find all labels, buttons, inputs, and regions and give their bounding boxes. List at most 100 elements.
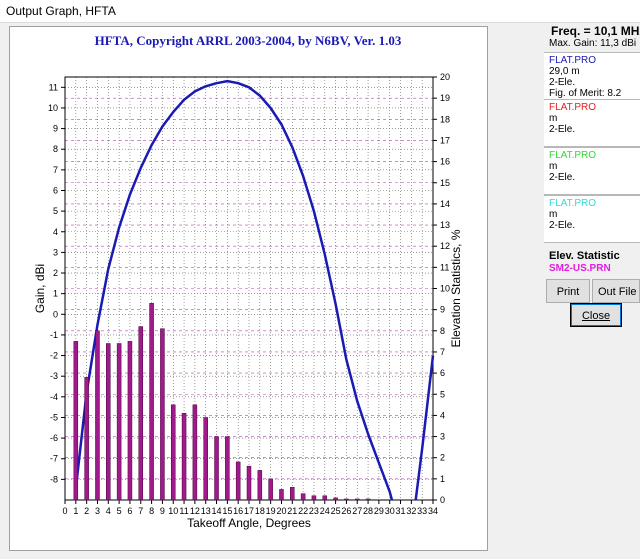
antenna-2-height: m (549, 113, 558, 124)
elevation-bar (322, 495, 328, 501)
x-tick-label: 4 (106, 506, 111, 516)
x-tick-label: 3 (95, 506, 100, 516)
antenna-1-height: 29,0 m (549, 66, 580, 77)
gain-curve-1 (75, 79, 394, 501)
x-tick-label: 2 (84, 506, 89, 516)
plot-frame: HFTA, Copyright ARRL 2003-2004, by N6BV,… (9, 26, 488, 551)
x-tick-label: 27 (352, 506, 362, 516)
x-tick-label: 11 (179, 506, 188, 516)
x-tick-label: 1 (73, 506, 78, 516)
elevation-bar (192, 404, 198, 501)
elevation-bar (138, 326, 144, 501)
elevation-bar (365, 498, 371, 501)
y-tick-label: -8 (50, 474, 58, 484)
elevation-bar (116, 343, 122, 501)
x-tick-label: 8 (149, 506, 154, 516)
elevation-file-name: SM2-US.PRN (549, 263, 611, 274)
antenna-1-merit: Fig. of Merit: 8.2 (549, 88, 622, 99)
y2-tick-label: 10 (440, 284, 450, 294)
y-tick-label: 0 (53, 309, 58, 319)
y2-tick-label: 4 (440, 410, 445, 420)
elevation-bar (127, 341, 133, 501)
elevation-bar (344, 498, 349, 501)
antenna-4-height: m (549, 209, 558, 220)
x-tick-label: 20 (276, 506, 286, 516)
x-tick-label: 32 (406, 506, 416, 516)
antenna-box-2: FLAT.PRO m 2-Ele. (544, 99, 640, 147)
x-tick-label: 17 (244, 506, 254, 516)
antenna-1-name: FLAT.PRO (549, 55, 597, 66)
window-title: Output Graph, HFTA (6, 4, 116, 18)
y2-tick-label: 11 (440, 262, 449, 272)
max-gain-label: Max. Gain: 11,3 dBi (549, 38, 637, 49)
x-tick-label: 13 (201, 506, 211, 516)
y2-tick-label: 9 (440, 305, 445, 315)
close-button[interactable]: Close (570, 303, 622, 327)
elevation-bar (225, 436, 230, 501)
y2-axis-label: Elevation Statistics, % (449, 229, 463, 347)
y-tick-label: 10 (48, 103, 58, 113)
x-tick-label: 19 (266, 506, 276, 516)
y2-tick-label: 3 (440, 432, 445, 442)
elevation-bar (300, 493, 306, 501)
y-axis-label: Gain, dBi (33, 264, 47, 313)
y-tick-label: 7 (53, 165, 58, 175)
y-tick-label: 8 (53, 144, 58, 154)
antenna-4-elements: 2-Ele. (549, 220, 576, 231)
elevation-bar (257, 470, 263, 501)
elevation-bar (354, 498, 360, 501)
y2-tick-label: 14 (440, 199, 450, 209)
title-bar: Output Graph, HFTA (0, 0, 640, 23)
client-area: HFTA, Copyright ARRL 2003-2004, by N6BV,… (0, 23, 640, 559)
elevation-bar (73, 341, 79, 501)
out-file-button[interactable]: Out File (592, 279, 640, 303)
out-file-button-label: Out File (598, 286, 637, 298)
elevation-bar (106, 343, 111, 501)
gain-chart: HFTA, Copyright ARRL 2003-2004, by N6BV,… (33, 33, 463, 530)
y2-tick-label: 20 (440, 72, 450, 82)
x-tick-label: 14 (212, 506, 222, 516)
y2-tick-label: 7 (440, 347, 445, 357)
y-tick-label: 6 (53, 185, 58, 195)
x-tick-label: 18 (255, 506, 265, 516)
antenna-box-4: FLAT.PRO m 2-Ele. (544, 195, 640, 243)
y2-tick-label: 12 (440, 241, 450, 251)
antenna-3-name: FLAT.PRO (549, 150, 597, 161)
elevation-bar (311, 495, 317, 501)
x-tick-label: 34 (428, 506, 438, 516)
close-button-label: Close (581, 310, 611, 322)
y-tick-label: -4 (50, 392, 58, 402)
y2-tick-label: 8 (440, 326, 445, 336)
x-tick-label: 24 (320, 506, 330, 516)
y2-tick-label: 13 (440, 220, 450, 230)
x-tick-label: 15 (222, 506, 232, 516)
y2-tick-label: 19 (440, 93, 450, 103)
y2-tick-label: 18 (440, 114, 450, 124)
elevation-bar (333, 497, 338, 501)
antenna-2-elements: 2-Ele. (549, 124, 576, 135)
elevation-bar (95, 330, 100, 501)
y2-tick-label: 16 (440, 157, 450, 167)
x-tick-label: 33 (417, 506, 427, 516)
y2-tick-label: 1 (440, 474, 445, 484)
y-tick-label: -2 (50, 351, 58, 361)
y-tick-label: 5 (53, 206, 58, 216)
x-tick-label: 5 (117, 506, 122, 516)
x-tick-label: 21 (287, 506, 297, 516)
elevation-bar (160, 328, 165, 501)
print-button[interactable]: Print (546, 279, 590, 303)
elevation-bar (246, 465, 252, 501)
y-tick-label: -3 (50, 371, 58, 381)
y2-tick-label: 0 (440, 495, 445, 505)
y-tick-label: 9 (53, 124, 58, 134)
y-tick-label: -6 (50, 433, 58, 443)
x-tick-label: 26 (341, 506, 351, 516)
x-tick-label: 12 (190, 506, 200, 516)
elevation-bar (279, 489, 284, 501)
antenna-box-3: FLAT.PRO m 2-Ele. (544, 147, 640, 195)
elevation-bar (290, 487, 295, 501)
y2-tick-label: 2 (440, 453, 445, 463)
print-button-label: Print (556, 286, 580, 298)
y2-tick-label: 6 (440, 368, 445, 378)
y2-tick-label: 17 (440, 135, 450, 145)
